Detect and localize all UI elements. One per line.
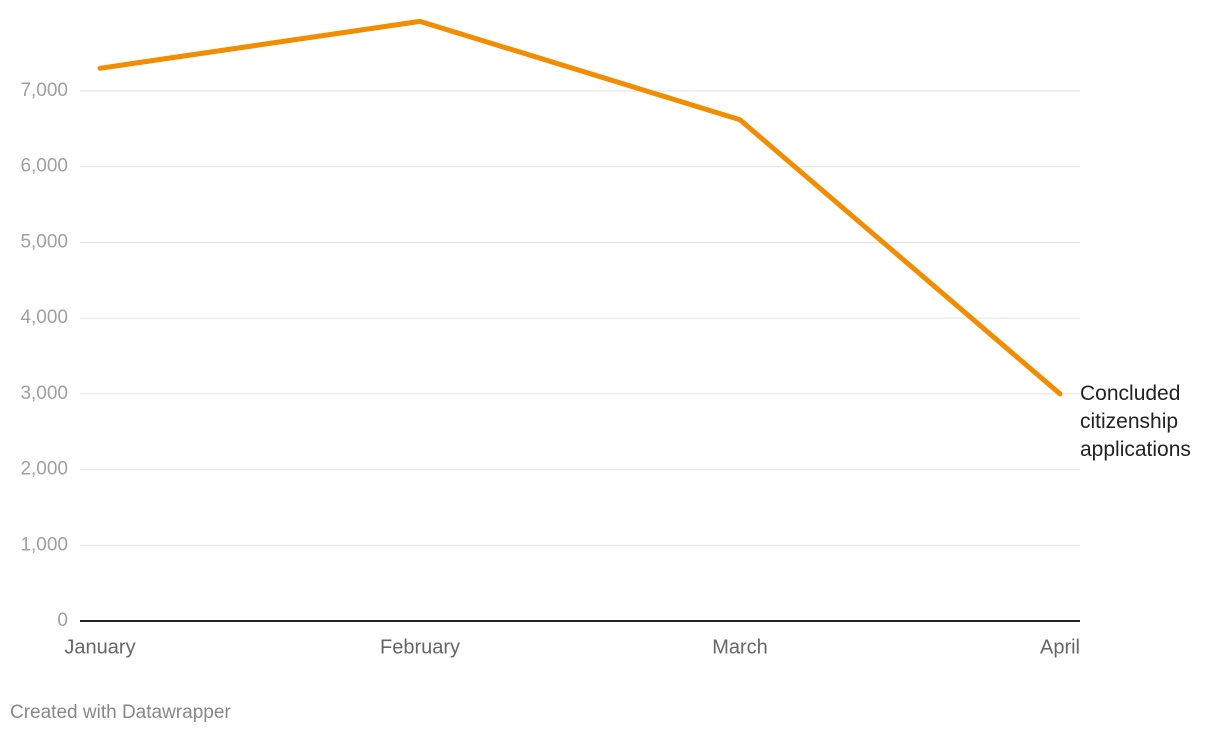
y-tick-label: 1,000 (20, 534, 68, 555)
series-label: Concluded citizenship applications (1080, 382, 1191, 461)
x-tick-label: February (380, 636, 460, 658)
x-tick-label: January (64, 636, 135, 658)
chart: 0 1,000 2,000 3,000 4,000 5,000 6,000 7,000 Janu… (20, 18, 1080, 658)
y-tick-label: 2,000 (20, 459, 68, 480)
x-tick-label: March (712, 636, 768, 658)
footer: Created with Datawrapper (10, 702, 231, 723)
line (97, 18, 1063, 397)
y-tick-label: 5,000 (20, 231, 68, 252)
y-tick-label: 4,000 (20, 307, 68, 328)
x-tick-label: April (1040, 636, 1080, 658)
y-tick-label: 7,000 (20, 80, 68, 101)
y-tick-label: 3,000 (20, 383, 68, 404)
y-tick-label: 6,000 (20, 156, 68, 177)
y-tick-label: 0 (57, 610, 68, 631)
